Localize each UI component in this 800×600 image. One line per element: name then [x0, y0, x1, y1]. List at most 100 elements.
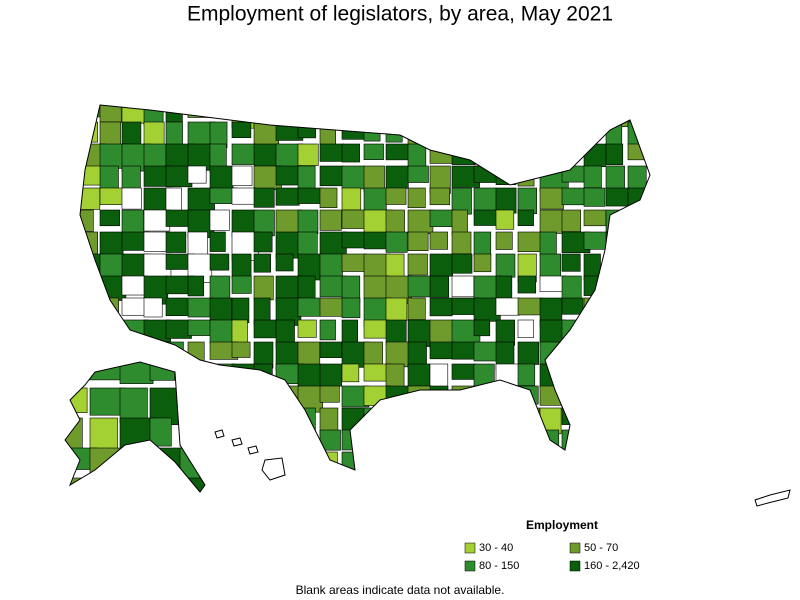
area-region: [627, 105, 650, 128]
area-region: [429, 187, 451, 206]
area-region: [627, 385, 646, 410]
area-region: [386, 474, 412, 499]
area-region: [165, 297, 188, 317]
area-region: [627, 319, 650, 339]
area-region: [231, 121, 252, 139]
area-region: [231, 385, 255, 410]
area-region: [341, 297, 361, 319]
area-region: [649, 407, 650, 436]
area-region: [65, 477, 97, 492]
area-region: [429, 231, 448, 250]
area-region: [649, 209, 650, 226]
area-region: [495, 429, 514, 450]
area-region: [121, 275, 148, 296]
area-region: [605, 143, 624, 166]
area-region: [561, 363, 588, 391]
area-region: [407, 297, 426, 320]
hawaii: [214, 429, 286, 481]
area-region: [297, 143, 319, 166]
legend-label: 50 - 70: [584, 542, 618, 554]
area-region: [429, 275, 450, 298]
area-region: [517, 275, 537, 294]
map-title: Employment of legislators, by area, May …: [187, 3, 613, 26]
area-region: [451, 385, 480, 408]
area-region: [627, 253, 650, 276]
area-region: [385, 451, 411, 470]
area-region: [517, 143, 536, 167]
area-region: [179, 477, 205, 492]
area-region: [583, 231, 609, 250]
area-region: [209, 209, 230, 231]
area-region: [275, 407, 304, 424]
area-region: [429, 121, 448, 138]
area-region: [121, 297, 146, 316]
area-region: [517, 319, 534, 338]
area-region: [495, 209, 515, 230]
legend-swatch: [464, 560, 476, 572]
area-region: [627, 407, 650, 428]
area-region: [143, 143, 167, 169]
area-region: [363, 319, 389, 339]
area-region: [583, 451, 606, 470]
area-region: [385, 319, 407, 346]
area-region: [495, 231, 513, 250]
area-region: [320, 474, 345, 501]
area-region: [253, 275, 274, 301]
area-region: [583, 165, 602, 189]
area-region: [231, 143, 257, 165]
area-region: [583, 121, 601, 141]
area-region: [99, 209, 120, 227]
area-region: [649, 429, 650, 451]
alaska-outline: [64, 361, 206, 493]
area-region: [149, 477, 175, 492]
area-region: [231, 165, 253, 186]
area-region: [209, 451, 229, 470]
area-region: [253, 385, 280, 415]
area-region: [429, 385, 449, 406]
area-region: [605, 231, 629, 251]
area-region: [429, 341, 456, 360]
area-region: [605, 429, 632, 450]
area-region: [561, 253, 581, 272]
area-region: [319, 121, 336, 145]
legend-swatch: [569, 542, 581, 554]
area-region: [539, 253, 562, 279]
area-region: [649, 451, 650, 470]
legend-label: 30 - 40: [479, 542, 513, 554]
area-region: [495, 385, 513, 415]
area-region: [253, 187, 275, 208]
area-region: [517, 165, 535, 187]
area-region: [451, 363, 477, 380]
area-region: [584, 474, 610, 497]
area-region: [474, 474, 492, 500]
area-region: [80, 275, 100, 303]
area-region: [517, 385, 539, 405]
area-region: [517, 121, 539, 150]
area-region: [495, 451, 517, 468]
area-region: [231, 319, 248, 344]
area-region: [231, 407, 251, 426]
area-region: [210, 474, 236, 492]
area-region: [187, 363, 207, 393]
area-region: [253, 429, 276, 451]
area-region: [407, 407, 434, 430]
area-region: [297, 187, 324, 204]
area-region: [407, 231, 429, 252]
area-region: [143, 231, 169, 252]
area-region: [297, 297, 321, 317]
area-region: [561, 341, 590, 361]
area-region: [627, 165, 647, 190]
area-region: [407, 165, 429, 183]
area-region: [583, 407, 613, 429]
area-region: [253, 231, 273, 253]
area-region: [451, 121, 469, 144]
area-region: [364, 474, 389, 498]
area-region: [363, 143, 384, 160]
area-region: [385, 385, 410, 404]
area-region: [649, 231, 650, 251]
area-region: [341, 231, 366, 249]
area-region: [628, 474, 644, 501]
area-region: [119, 477, 155, 492]
area-region: [80, 297, 103, 321]
